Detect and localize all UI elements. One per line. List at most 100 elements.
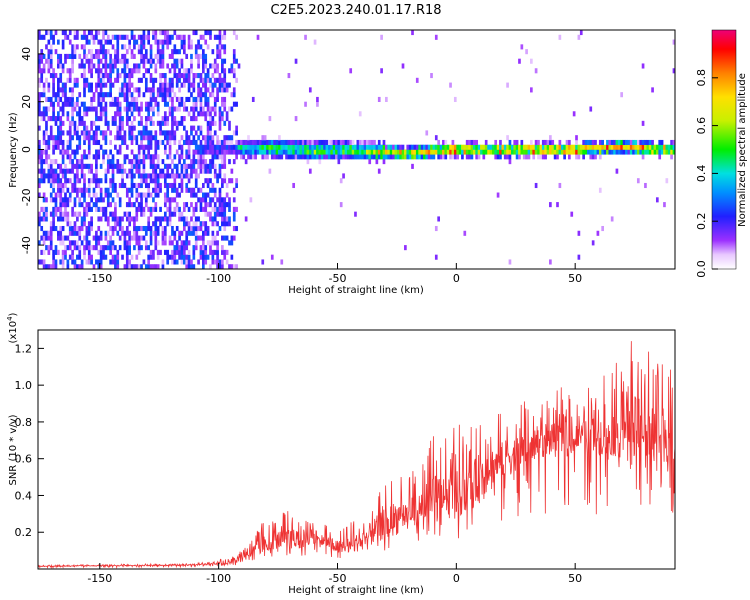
heatmap-cell bbox=[458, 149, 462, 155]
heatmap-cell bbox=[140, 206, 143, 212]
heatmap-cell bbox=[52, 92, 55, 98]
heatmap-cell bbox=[47, 82, 51, 88]
heatmap-cell bbox=[128, 259, 131, 265]
heatmap-cell bbox=[223, 96, 227, 102]
heatmap-cell bbox=[228, 144, 231, 150]
heatmap-cell bbox=[163, 249, 167, 255]
heatmap-cell bbox=[111, 259, 115, 265]
heatmap-cell bbox=[71, 259, 74, 265]
heatmap-cell bbox=[149, 240, 153, 246]
heatmap-cell bbox=[156, 178, 160, 184]
heatmap-cell bbox=[206, 73, 210, 79]
heatmap-cell bbox=[128, 221, 131, 227]
heatmap-cell bbox=[95, 259, 98, 265]
heatmap-cell bbox=[358, 149, 362, 155]
heatmap-cell bbox=[218, 77, 222, 83]
heatmap-cell bbox=[57, 96, 60, 102]
heatmap-cell bbox=[140, 130, 143, 136]
heatmap-cell bbox=[180, 101, 184, 107]
heatmap-cell bbox=[299, 139, 303, 146]
heatmap-cell bbox=[332, 149, 336, 155]
heatmap-cell bbox=[240, 149, 243, 155]
heatmap-cell bbox=[420, 144, 424, 150]
heatmap-cell bbox=[563, 149, 566, 155]
heatmap-cell bbox=[71, 58, 74, 64]
heatmap-cell bbox=[615, 168, 619, 174]
heatmap-cell bbox=[109, 245, 112, 251]
heatmap-cell bbox=[223, 135, 227, 141]
heatmap-cell bbox=[156, 87, 160, 93]
heatmap-cell bbox=[199, 92, 203, 98]
heatmap-cell bbox=[104, 216, 108, 222]
heatmap-cell bbox=[584, 149, 588, 155]
heatmap-cell bbox=[218, 53, 222, 59]
heatmap-cell bbox=[78, 92, 82, 98]
heatmap-cell bbox=[221, 216, 224, 222]
heatmap-cell bbox=[225, 202, 229, 208]
heatmap-cell bbox=[95, 206, 98, 212]
heatmap-cell bbox=[59, 225, 63, 232]
heatmap-cell bbox=[166, 101, 170, 107]
heatmap-cell bbox=[658, 144, 662, 150]
heatmap-cell bbox=[109, 58, 112, 64]
heatmap-cell bbox=[316, 96, 319, 102]
heatmap-cell bbox=[49, 49, 53, 55]
heatmap-cell bbox=[190, 168, 193, 174]
heatmap-cell bbox=[401, 144, 405, 150]
heatmap-cell bbox=[655, 149, 659, 155]
heatmap-cell bbox=[223, 154, 227, 160]
heatmap-cell bbox=[64, 58, 67, 64]
heatmap-cell bbox=[461, 154, 464, 160]
heatmap-cell bbox=[66, 139, 70, 146]
heatmap-cell bbox=[178, 254, 181, 260]
heatmap-cell bbox=[556, 144, 559, 150]
heatmap-cell bbox=[111, 197, 115, 203]
heatmap-cell bbox=[54, 264, 58, 269]
heatmap-cell bbox=[38, 34, 41, 40]
heatmap-cell bbox=[404, 154, 407, 160]
heatmap-cell bbox=[178, 87, 181, 93]
heatmap-cell bbox=[209, 120, 212, 126]
heatmap-cell bbox=[76, 187, 79, 193]
heatmap-cell bbox=[221, 77, 224, 83]
heatmap-cell bbox=[52, 82, 55, 88]
heatmap-cell bbox=[42, 206, 46, 212]
heatmap-cell bbox=[147, 187, 151, 193]
heatmap-cell bbox=[149, 159, 153, 165]
heatmap-cell bbox=[173, 245, 177, 251]
heatmap-cell bbox=[223, 206, 227, 212]
heatmap-cell bbox=[38, 82, 41, 88]
heatmap-cell bbox=[83, 68, 86, 74]
heatmap-cell bbox=[163, 73, 167, 79]
heatmap-cell bbox=[175, 168, 179, 174]
heatmap-cell bbox=[144, 87, 148, 93]
heatmap-cell bbox=[130, 111, 134, 117]
heatmap-cell bbox=[525, 49, 528, 55]
heatmap-cell bbox=[97, 77, 101, 83]
heatmap-cell bbox=[42, 116, 46, 122]
heatmap-cell bbox=[59, 77, 63, 83]
heatmap-cell bbox=[206, 96, 210, 102]
heatmap-cell bbox=[95, 230, 98, 236]
heatmap-cell bbox=[68, 77, 72, 83]
heatmap-cell bbox=[40, 259, 44, 265]
heatmap-cell bbox=[202, 259, 205, 265]
heatmap-cell bbox=[442, 139, 445, 146]
heatmap-cell bbox=[135, 211, 139, 217]
heatmap-cell bbox=[230, 144, 234, 150]
heatmap-cell bbox=[218, 154, 222, 160]
heatmap-cell bbox=[90, 259, 93, 265]
heatmap-cell bbox=[161, 82, 165, 88]
heatmap-cell bbox=[38, 154, 41, 160]
heatmap-cell bbox=[356, 154, 360, 160]
heatmap-cell bbox=[144, 240, 148, 246]
heatmap-cell bbox=[95, 139, 98, 146]
heatmap-cell bbox=[506, 135, 509, 141]
snr-panel: -150 -100 -50 0 50 0.20.40.60.81.01.2 Height… bbox=[6, 312, 676, 596]
heatmap-cell bbox=[171, 34, 174, 40]
heatmap-cell bbox=[104, 192, 108, 198]
heatmap-cell bbox=[629, 139, 633, 146]
heatmap-cell bbox=[106, 73, 110, 79]
heatmap-cell bbox=[73, 182, 77, 189]
heatmap-cell bbox=[223, 197, 227, 203]
